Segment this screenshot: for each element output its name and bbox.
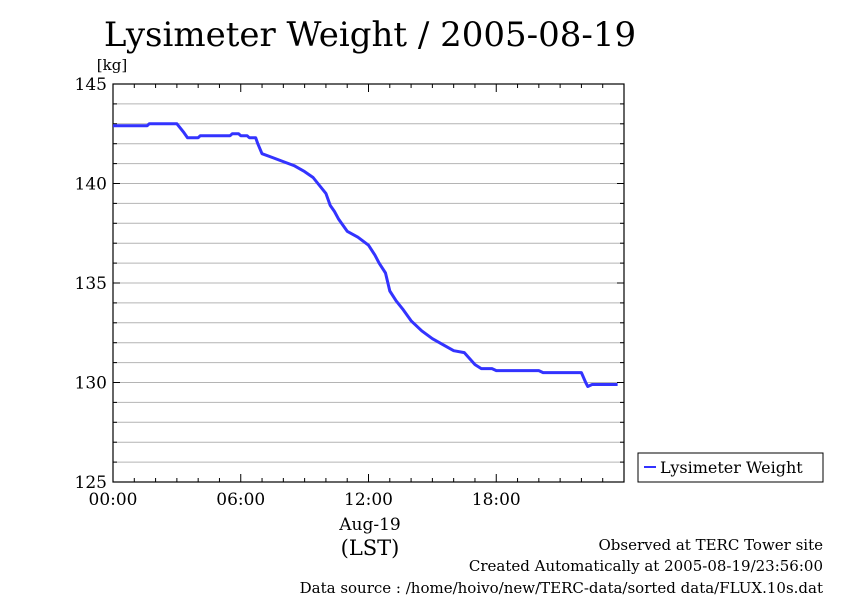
x-axis-date-label: Aug-19 <box>338 515 400 535</box>
y-axis-unit-label: [kg] <box>97 56 127 74</box>
footer-site-text: Observed at TERC Tower site <box>598 536 823 554</box>
y-tick-label: 145 <box>75 75 107 95</box>
x-axis-timezone-label: (LST) <box>341 536 400 560</box>
chart-title: Lysimeter Weight / 2005-08-19 <box>104 15 636 55</box>
legend: Lysimeter Weight <box>637 452 824 483</box>
legend-label: Lysimeter Weight <box>660 458 803 477</box>
y-axis: 125 130 135 140 145 <box>75 75 624 493</box>
x-tick-label: 12:00 <box>344 490 393 510</box>
grid <box>113 103 624 463</box>
y-tick-label: 140 <box>75 175 107 195</box>
series-line-lysimeter-weight <box>113 122 618 388</box>
x-tick-label: 00:00 <box>89 490 138 510</box>
y-tick-label: 125 <box>75 473 107 493</box>
y-tick-label: 135 <box>75 274 107 294</box>
x-tick-label: 06:00 <box>216 490 265 510</box>
y-tick-label: 130 <box>75 374 107 394</box>
x-axis: 00:00 06:00 12:00 18:00 <box>89 84 625 510</box>
footer-created-text: Created Automatically at 2005-08-19/23:5… <box>469 557 823 575</box>
legend-box <box>637 452 824 483</box>
footer-source-text: Data source : /home/hoivo/new/TERC-data/… <box>300 579 823 595</box>
series-layer <box>113 122 618 388</box>
x-tick-label: 18:00 <box>472 490 521 510</box>
